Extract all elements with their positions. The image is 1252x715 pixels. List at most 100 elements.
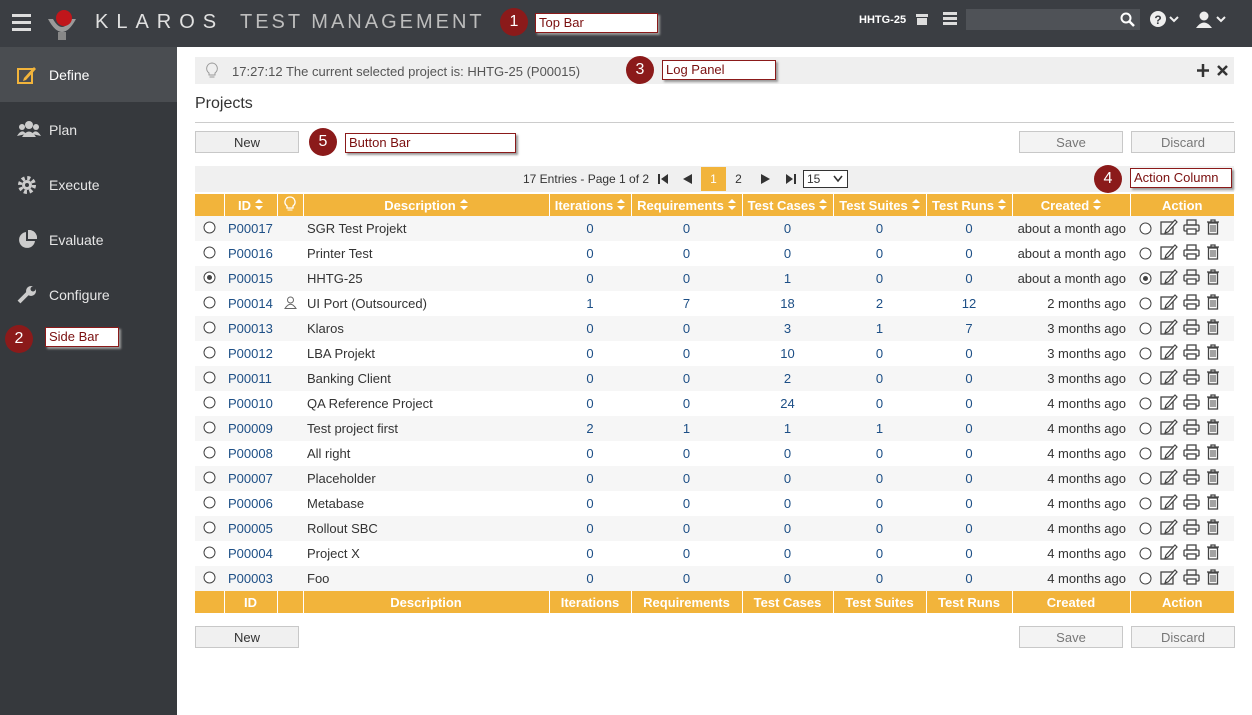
- requirements-count[interactable]: 0: [682, 396, 691, 411]
- iterations-count[interactable]: 0: [586, 396, 594, 411]
- requirements-count[interactable]: 0: [682, 446, 691, 461]
- select-cell[interactable]: [195, 441, 224, 466]
- project-id[interactable]: P00012: [228, 346, 273, 361]
- test-suites-count[interactable]: 0: [833, 516, 926, 541]
- select-cell[interactable]: [195, 366, 224, 391]
- project-row[interactable]: P00012 LBA Projekt 0 0 10 0 0 3 months ago: [195, 341, 1234, 366]
- project-id[interactable]: P00008: [228, 446, 273, 461]
- project-row[interactable]: P00008 All right 0 0 0 0 0 4 months ago: [195, 441, 1234, 466]
- search-icon[interactable]: [1120, 12, 1135, 27]
- action-cell[interactable]: [1130, 566, 1234, 591]
- project-row[interactable]: P00014 UI Port (Outsourced) 1 7 18 2 12 2 month…: [195, 291, 1234, 316]
- iterations-count[interactable]: 0: [549, 216, 631, 241]
- new-button[interactable]: New: [195, 131, 299, 153]
- test-cases-count[interactable]: 0: [742, 466, 833, 491]
- test-runs-count[interactable]: 0: [926, 516, 1012, 541]
- action-cell[interactable]: [1130, 316, 1234, 341]
- help-menu[interactable]: ?: [1150, 11, 1182, 29]
- test-suites-count[interactable]: 1: [833, 416, 926, 441]
- project-id[interactable]: P00014: [228, 296, 273, 311]
- project-id[interactable]: P00007: [224, 466, 277, 491]
- sidebar-item[interactable]: Configure: [0, 267, 177, 322]
- action-cell[interactable]: [1130, 341, 1234, 366]
- discard-button[interactable]: Discard: [1131, 626, 1235, 648]
- select-cell[interactable]: [195, 316, 224, 341]
- sidebar-item[interactable]: Evaluate: [0, 212, 177, 267]
- project-id[interactable]: P00003: [224, 566, 277, 591]
- action-cell[interactable]: [1130, 416, 1234, 441]
- requirements-count[interactable]: 0: [682, 246, 691, 261]
- project-row[interactable]: P00015 HHTG-25 0 0 1 0 0 about a month ago: [195, 266, 1234, 291]
- save-button[interactable]: Save: [1019, 626, 1123, 648]
- project-id[interactable]: P00010: [228, 396, 273, 411]
- test-runs-count[interactable]: 0: [926, 566, 1012, 591]
- test-cases-count[interactable]: 1: [742, 266, 833, 291]
- action-cell[interactable]: [1130, 241, 1234, 266]
- select-cell[interactable]: [195, 266, 224, 291]
- project-id[interactable]: P00015: [224, 266, 277, 291]
- select-cell[interactable]: [195, 216, 224, 241]
- test-runs-count[interactable]: 0: [965, 446, 973, 461]
- column-header[interactable]: Action: [1129, 194, 1234, 216]
- sidebar-item[interactable]: Execute: [0, 157, 177, 212]
- iterations-count[interactable]: 0: [549, 316, 631, 341]
- test-runs-count[interactable]: 0: [965, 496, 973, 511]
- iterations-count[interactable]: 0: [549, 366, 631, 391]
- requirements-count[interactable]: 0: [631, 466, 742, 491]
- test-suites-count[interactable]: 2: [875, 296, 884, 311]
- test-runs-count[interactable]: 7: [926, 316, 1012, 341]
- project-row[interactable]: P00013 Klaros 0 0 3 1 7 3 months ago: [195, 316, 1234, 341]
- project-row[interactable]: P00007 Placeholder 0 0 0 0 0 4 months ago: [195, 466, 1234, 491]
- test-suites-count[interactable]: 0: [833, 266, 926, 291]
- sidebar-item[interactable]: Plan: [0, 102, 177, 157]
- requirements-count[interactable]: 0: [682, 346, 691, 361]
- iterations-count[interactable]: 0: [549, 516, 631, 541]
- test-suites-count[interactable]: 0: [833, 366, 926, 391]
- test-runs-count[interactable]: 0: [965, 396, 973, 411]
- select-cell[interactable]: [195, 566, 224, 591]
- test-suites-count[interactable]: 0: [875, 246, 884, 261]
- iterations-count[interactable]: 0: [586, 446, 594, 461]
- test-suites-count[interactable]: 1: [833, 316, 926, 341]
- column-header[interactable]: Description: [302, 194, 549, 216]
- requirements-count[interactable]: 0: [682, 496, 691, 511]
- page-nav[interactable]: [681, 173, 693, 185]
- project-row[interactable]: P00004 Project X 0 0 0 0 0 4 months ago: [195, 541, 1234, 566]
- iterations-count[interactable]: 0: [549, 266, 631, 291]
- test-cases-count[interactable]: 2: [742, 366, 833, 391]
- new-button[interactable]: New: [195, 626, 299, 648]
- test-runs-count[interactable]: 0: [965, 546, 973, 561]
- test-cases-count[interactable]: 0: [783, 496, 792, 511]
- iterations-count[interactable]: 1: [586, 296, 594, 311]
- test-cases-count[interactable]: 0: [742, 566, 833, 591]
- menu-icon[interactable]: [12, 14, 31, 31]
- test-cases-count[interactable]: 0: [783, 246, 792, 261]
- requirements-count[interactable]: 0: [631, 516, 742, 541]
- test-cases-count[interactable]: 0: [783, 446, 792, 461]
- column-header[interactable]: Iterations: [548, 194, 631, 216]
- project-row[interactable]: P00006 Metabase 0 0 0 0 0 4 months ago: [195, 491, 1234, 516]
- project-row[interactable]: P00017 SGR Test Projekt 0 0 0 0 0 about a month…: [195, 216, 1234, 241]
- test-runs-count[interactable]: 0: [926, 266, 1012, 291]
- action-cell[interactable]: [1130, 216, 1234, 241]
- project-row[interactable]: P00016 Printer Test 0 0 0 0 0 about a month ago: [195, 241, 1234, 266]
- requirements-count[interactable]: 0: [631, 316, 742, 341]
- iterations-count[interactable]: 2: [549, 416, 631, 441]
- select-cell[interactable]: [195, 291, 224, 316]
- action-cell[interactable]: [1130, 391, 1234, 416]
- requirements-count[interactable]: 7: [682, 296, 691, 311]
- requirements-count[interactable]: 0: [631, 216, 742, 241]
- action-cell[interactable]: [1130, 266, 1234, 291]
- project-row[interactable]: P00010 QA Reference Project 0 0 24 0 0 4 months…: [195, 391, 1234, 416]
- test-suites-count[interactable]: 0: [875, 496, 884, 511]
- select-cell[interactable]: [195, 516, 224, 541]
- select-cell[interactable]: [195, 491, 224, 516]
- iterations-count[interactable]: 0: [586, 496, 594, 511]
- test-suites-count[interactable]: 0: [875, 446, 884, 461]
- page-nav[interactable]: [785, 173, 797, 185]
- project-id[interactable]: P00005: [224, 516, 277, 541]
- page-size-select[interactable]: 15: [803, 170, 848, 188]
- select-cell[interactable]: [195, 241, 224, 266]
- test-cases-count[interactable]: 0: [742, 516, 833, 541]
- page-nav[interactable]: [760, 173, 772, 185]
